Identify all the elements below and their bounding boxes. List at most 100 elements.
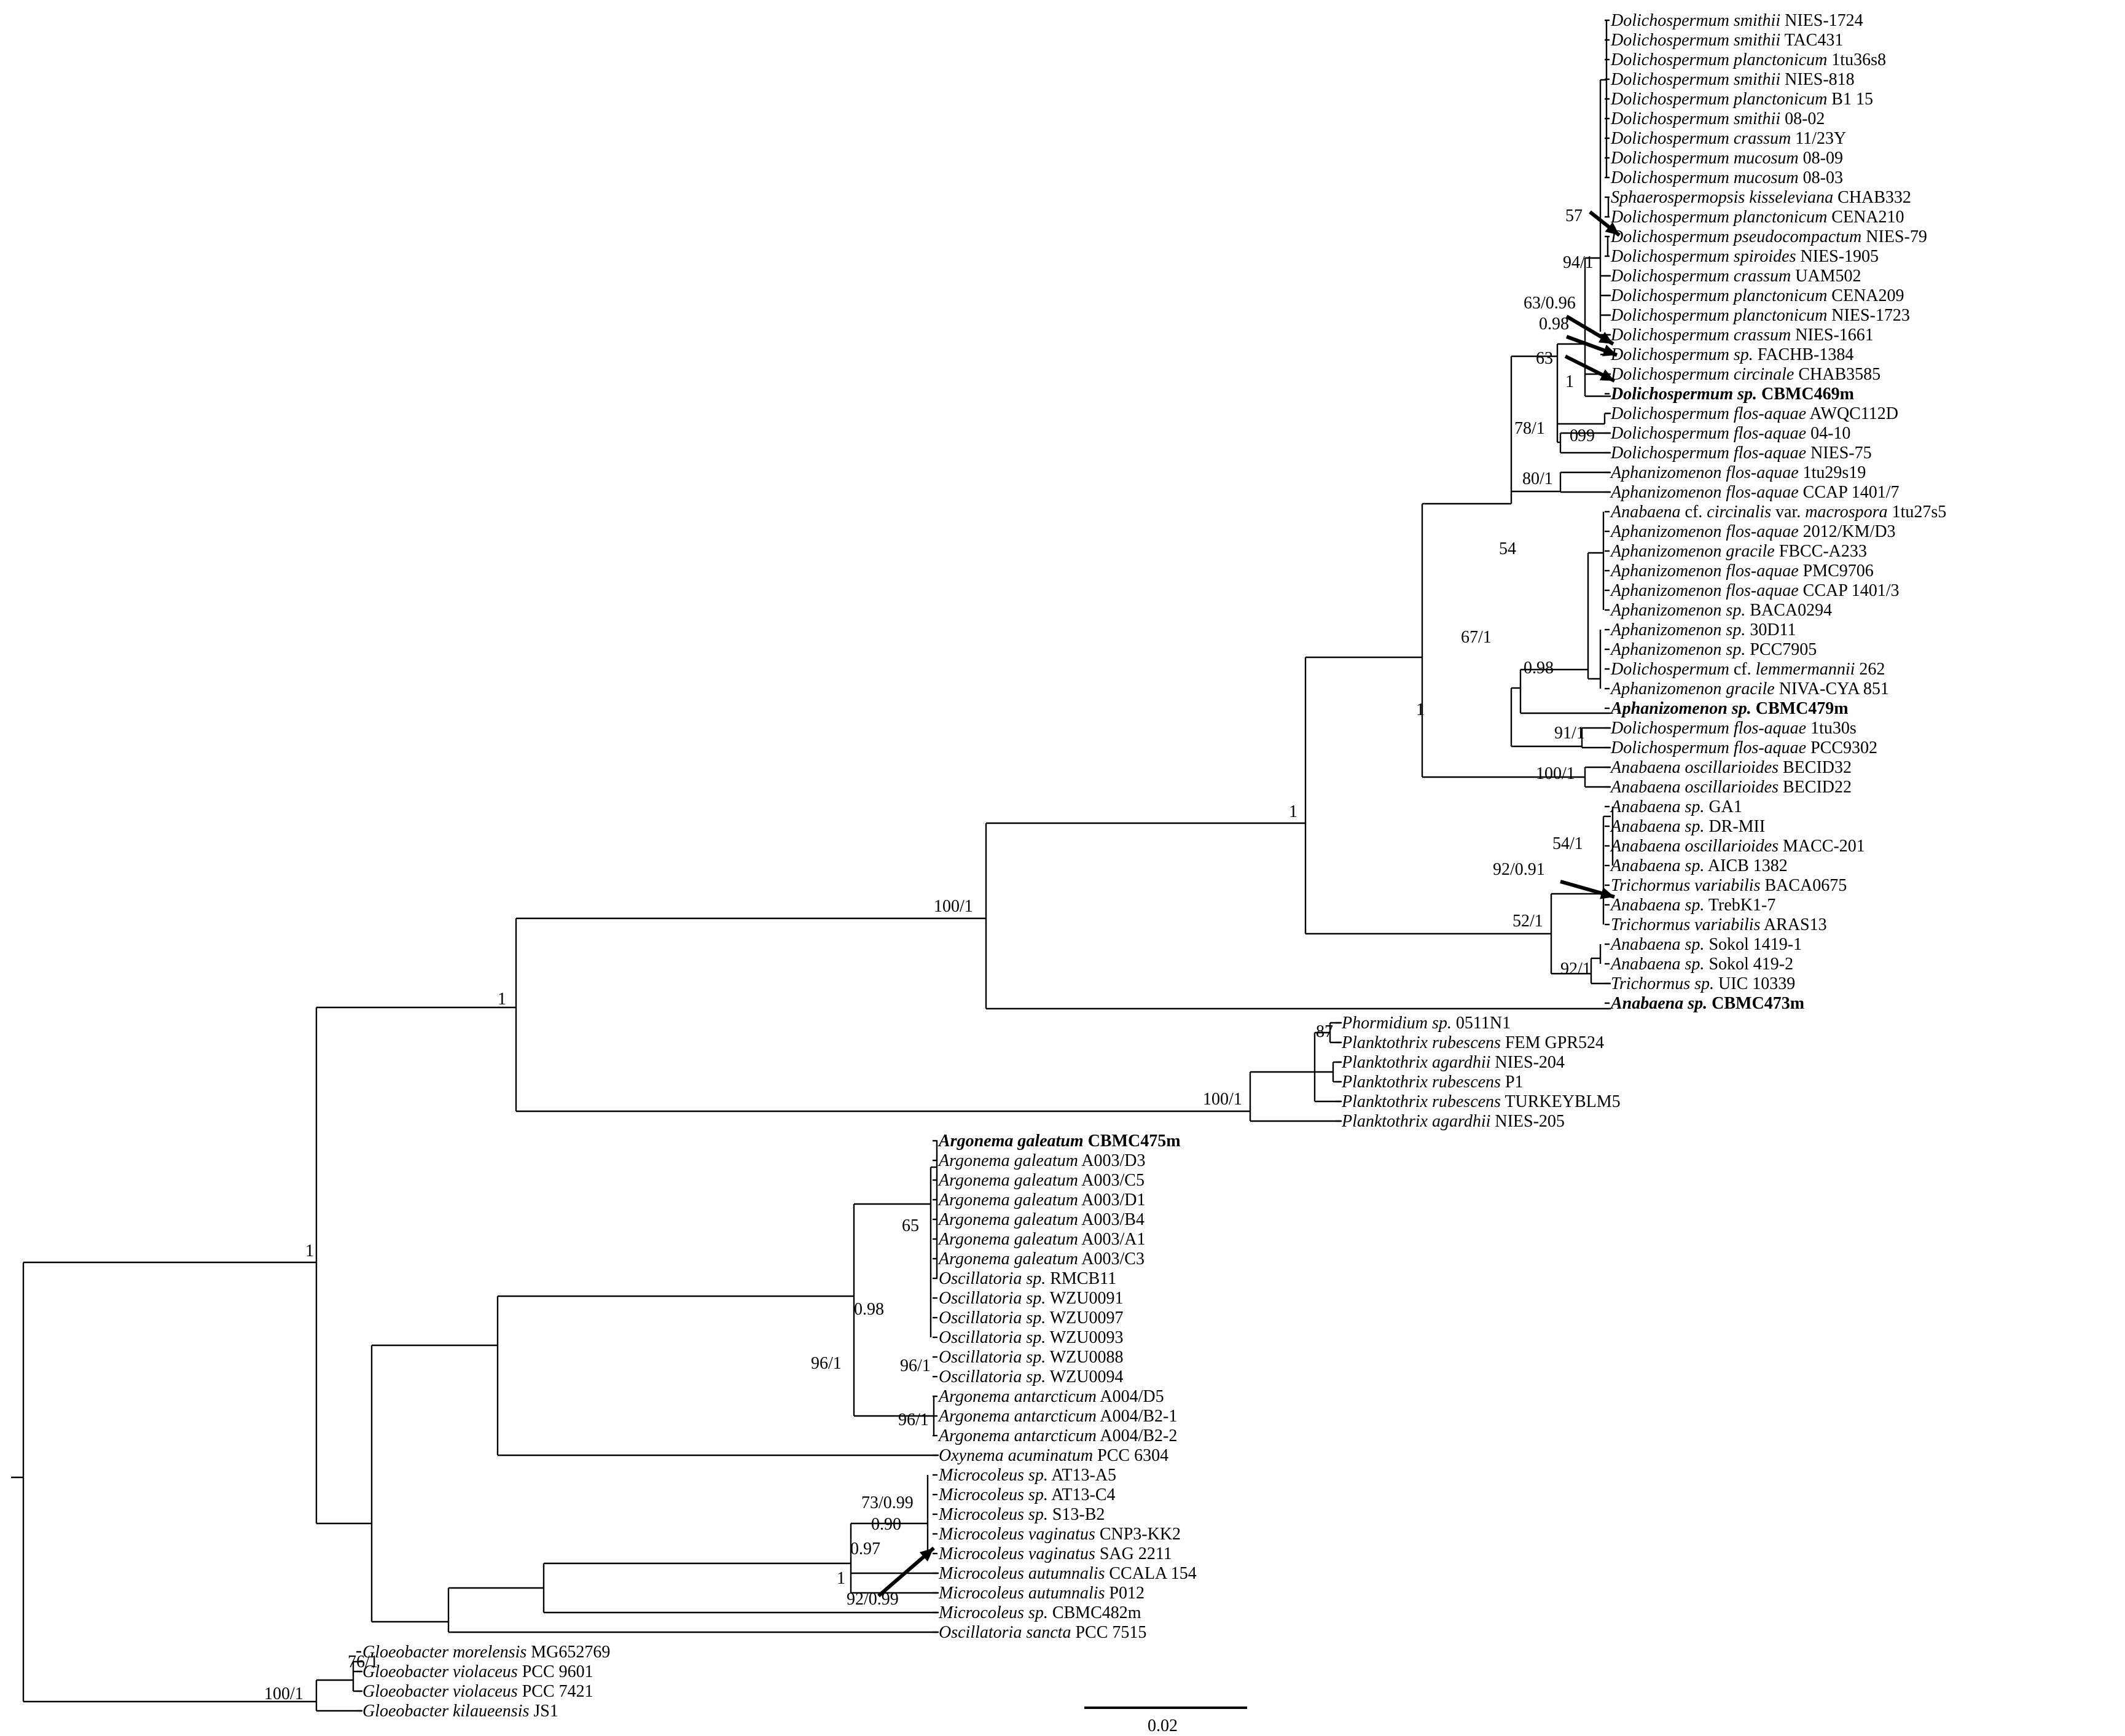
taxon-strain: WZU0088 — [1046, 1348, 1123, 1367]
taxon-strain: 262 — [1855, 660, 1885, 679]
support-value: 100/1 — [264, 1684, 303, 1703]
taxon-label: Dolichospermum pseudocompactum NIES-79 — [1610, 227, 1927, 246]
support-arrows — [877, 210, 1621, 1598]
taxon-label: Anabaena sp. TrebK1-7 — [1610, 896, 1775, 915]
taxon-strain: NIES-1905 — [1796, 247, 1879, 266]
taxon-label: Anabaena sp. Sokol 1419-1 — [1610, 935, 1802, 954]
taxon-strain: GA1 — [1704, 797, 1742, 816]
taxon-strain: NIES-1724 — [1780, 11, 1863, 30]
taxon-species-name: Dolichospermum circinale — [1610, 365, 1794, 384]
taxon-strain: 1tu27s5 — [1888, 502, 1947, 522]
taxon-label: Dolichospermum smithii 08-02 — [1610, 109, 1825, 128]
taxon-strain: BECID32 — [1779, 758, 1852, 777]
taxon-species-name: Dolichospermum flos-aquae — [1610, 404, 1806, 423]
taxon-label: Dolichospermum flos-aquae 1tu30s — [1610, 719, 1857, 738]
taxon-label: Microcoleus vaginatus SAG 2211 — [938, 1544, 1172, 1563]
support-value: 63/0.96 — [1524, 294, 1576, 313]
taxon-strain: CHAB3585 — [1794, 365, 1880, 384]
taxon-label: Argonema antarcticum A004/D5 — [937, 1387, 1164, 1406]
taxon-label: Argonema galeatum CBMC475m — [937, 1132, 1181, 1151]
taxon-label: Aphanizomenon flos-aquae CCAP 1401/3 — [1610, 581, 1900, 600]
taxon-label: Argonema antarcticum A004/B2-1 — [937, 1407, 1177, 1426]
support-value: 1 — [305, 1241, 314, 1261]
taxon-species-name: Dolichospermum planctonicum — [1610, 306, 1827, 325]
taxon-species-name: Microcoleus sp. — [938, 1505, 1048, 1524]
support-value: 91/1 — [1554, 724, 1585, 743]
taxon-label: Dolichospermum flos-aquae NIES-75 — [1610, 444, 1872, 463]
taxon-strain: CBMC473m — [1707, 994, 1804, 1013]
taxon-species-name: Aphanizomenon gracile — [1610, 679, 1775, 698]
support-value: 80/1 — [1522, 469, 1553, 488]
taxon-species-name: Phormidium sp. — [1341, 1014, 1452, 1033]
support-value: 96/1 — [898, 1410, 929, 1429]
taxon-strain: PCC 7515 — [1071, 1623, 1146, 1642]
taxon-label: Dolichospermum smithii NIES-818 — [1610, 70, 1855, 89]
taxon-species-name: Microcoleus sp. — [938, 1603, 1048, 1622]
taxon-strain: FACHB-1384 — [1753, 345, 1854, 364]
support-value: 1 — [1416, 700, 1425, 719]
taxon-strain: WZU0091 — [1046, 1289, 1123, 1308]
taxon-labels: Dolichospermum smithii NIES-1724Dolichos… — [362, 11, 1946, 1721]
arrowhead — [1605, 222, 1619, 235]
taxon-species-name: Oscillatoria sp. — [939, 1289, 1046, 1308]
taxon-label: Dolichospermum flos-aquae PCC9302 — [1610, 738, 1877, 757]
support-value: 0.98 — [1539, 315, 1569, 334]
taxon-label: Dolichospermum spiroides NIES-1905 — [1610, 247, 1879, 266]
taxon-species-name: Aphanizomenon flos-aquae — [1610, 463, 1799, 482]
taxon-strain: cf. — [1681, 502, 1703, 522]
taxon-species-name: Sphaerospermopsis kisseleviana — [1611, 188, 1833, 207]
taxon-label: Argonema galeatum A003/C3 — [937, 1249, 1145, 1269]
taxon-strain: Sokol 419-2 — [1704, 955, 1793, 974]
taxon-species-name: Anabaena sp. — [1610, 994, 1707, 1013]
taxon-strain: CNP3-KK2 — [1095, 1525, 1181, 1544]
taxon-species-name: Aphanizomenon sp. — [1610, 620, 1745, 639]
taxon-label: Phormidium sp. 0511N1 — [1341, 1014, 1511, 1033]
taxon-species-name: Dolichospermum pseudocompactum — [1610, 227, 1861, 246]
taxon-species-name: Aphanizomenon sp. — [1610, 699, 1751, 718]
taxon-species-name: Dolichospermum planctonicum — [1610, 286, 1827, 305]
taxon-species-name: Aphanizomenon gracile — [1610, 542, 1775, 561]
taxon-strain: AWQC112D — [1806, 404, 1898, 423]
taxon-strain: A003/B4 — [1078, 1210, 1145, 1229]
taxon-strain: 30D11 — [1745, 620, 1796, 639]
taxon-strain: ARAS13 — [1760, 915, 1826, 934]
taxon-strain: P012 — [1105, 1584, 1145, 1603]
taxon-species-name: Argonema galeatum — [937, 1151, 1078, 1170]
taxon-species-name: Oscillatoria sp. — [939, 1348, 1046, 1367]
taxon-strain: TrebK1-7 — [1704, 896, 1775, 915]
taxon-label: Dolichospermum mucosum 08-09 — [1610, 149, 1843, 168]
taxon-strain: A003/A1 — [1078, 1230, 1146, 1249]
taxon-strain: CENA210 — [1827, 208, 1904, 227]
taxon-strain: RMCB11 — [1046, 1269, 1116, 1288]
taxon-strain: 1tu30s — [1806, 719, 1857, 738]
support-value: 54 — [1499, 539, 1516, 558]
support-value: 87 — [1316, 1022, 1333, 1041]
taxon-label: Argonema galeatum A003/C5 — [937, 1171, 1145, 1190]
taxon-species-name: Anabaena sp. — [1610, 896, 1704, 915]
taxon-strain: NIES-818 — [1780, 70, 1855, 89]
taxon-label: Dolichospermum cf. lemmermannii 262 — [1610, 660, 1885, 679]
taxon-species-name: Trichormus variabilis — [1611, 915, 1761, 934]
taxon-species-name: Aphanizomenon flos-aquae — [1610, 581, 1799, 600]
taxon-species-name: Dolichospermum flos-aquae — [1610, 424, 1806, 443]
taxon-label: Dolichospermum sp. FACHB-1384 — [1610, 345, 1853, 364]
taxon-label: Oscillatoria sancta PCC 7515 — [939, 1623, 1146, 1642]
taxon-label: Sphaerospermopsis kisseleviana CHAB332 — [1611, 188, 1911, 207]
taxon-species-name: Argonema galeatum — [937, 1132, 1084, 1151]
taxon-species-name: Microcoleus vaginatus — [938, 1544, 1095, 1563]
taxon-strain: 1tu36s8 — [1827, 50, 1886, 69]
taxon-strain: A003/C5 — [1078, 1171, 1145, 1190]
taxon-species-name: Oxynema acuminatum — [939, 1446, 1093, 1465]
taxon-strain: 1tu29s19 — [1799, 463, 1866, 482]
taxon-label: Dolichospermum crassum 11/23Y — [1610, 129, 1846, 148]
support-value: 92/0.99 — [847, 1590, 899, 1609]
taxon-species-name: Anabaena sp. — [1610, 856, 1704, 875]
taxon-strain: TAC431 — [1780, 31, 1843, 50]
taxon-species-name: Anabaena oscillarioides — [1610, 837, 1779, 856]
support-value: 0.97 — [850, 1539, 880, 1558]
taxon-label: Microcoleus autumnalis CCALA 154 — [938, 1564, 1197, 1583]
taxon-strain: cf. — [1729, 660, 1751, 679]
taxon-strain: 08-02 — [1780, 109, 1825, 128]
support-value: 100/1 — [934, 897, 973, 916]
taxon-species-name: Dolichospermum flos-aquae — [1610, 738, 1806, 757]
